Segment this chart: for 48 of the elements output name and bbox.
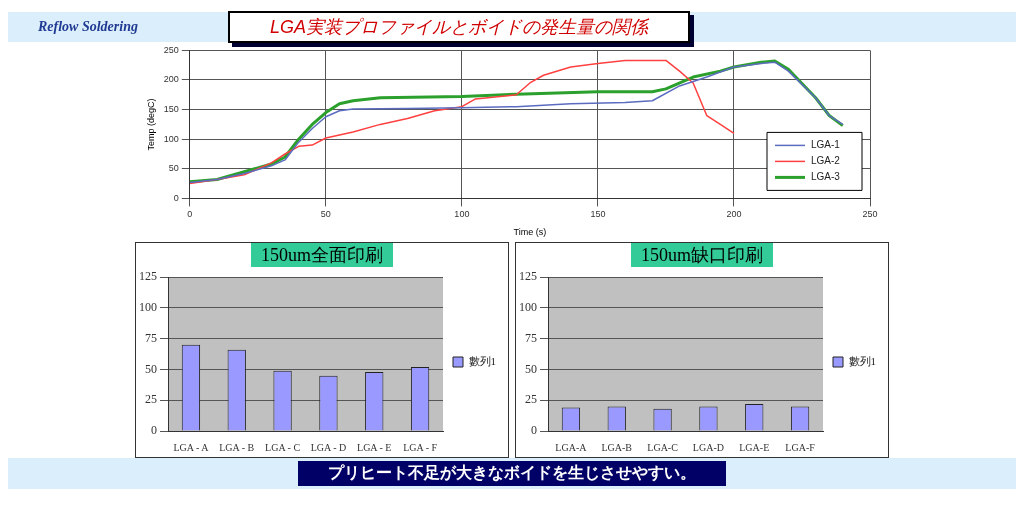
x-tick-label: LGA-D xyxy=(692,441,724,453)
x-tick-label: LGA - D xyxy=(310,441,347,453)
chart-title: LGA実装プロファイルとボイドの発生量の関係 xyxy=(228,11,691,43)
x-tick-label: LGA - C xyxy=(265,441,301,453)
x-tick-label: LGA-B xyxy=(601,441,633,453)
legend-label: 數列1 xyxy=(468,354,496,367)
y-tick-label: 100 xyxy=(139,300,157,315)
text: Reflow Soldering xyxy=(37,19,139,35)
x-tick-label: LGA-F xyxy=(785,441,816,453)
x-tick-label: 50 xyxy=(320,209,331,220)
x-tick-label: 100 xyxy=(454,209,470,220)
x-tick-label: LGA-A xyxy=(555,441,588,453)
y-tick-label: 25 xyxy=(145,392,157,407)
y-tick-label: 150 xyxy=(163,104,179,115)
x-tick-label: LGA - A xyxy=(173,441,210,453)
x-tick-label: 200 xyxy=(726,209,742,220)
y-tick-label: 50 xyxy=(168,163,179,174)
x-tick-label: LGA - F xyxy=(403,441,438,453)
x-tick-label: LGA-C xyxy=(647,441,679,453)
x-tick-label: LGA - E xyxy=(357,441,392,453)
y-tick-label: 100 xyxy=(163,133,179,144)
y-axis-title: Temp (degC) xyxy=(145,98,156,151)
text: プリヒート不足が大きなボイドを生じさせやすい。 xyxy=(298,461,726,486)
x-tick-label: 150 xyxy=(590,209,606,220)
legend-label: 數列1 xyxy=(848,354,876,367)
y-tick-label: 50 xyxy=(145,361,157,376)
y-tick-label: 200 xyxy=(163,74,179,85)
y-tick-label: 25 xyxy=(525,392,537,407)
y-tick-label: 50 xyxy=(525,361,537,376)
x-axis-title: Time (s) xyxy=(513,227,547,238)
y-tick-label: 0 xyxy=(531,423,537,438)
y-tick-label: 0 xyxy=(173,192,179,203)
y-tick-label: 250 xyxy=(163,44,179,55)
y-tick-label: 75 xyxy=(525,330,537,345)
legend-label: LGA-2 xyxy=(811,155,841,167)
legend-label: LGA-1 xyxy=(811,139,841,151)
legend-label: LGA-3 xyxy=(811,171,841,183)
x-tick-label: LGA-E xyxy=(739,441,770,453)
y-tick-label: 125 xyxy=(139,269,157,284)
x-tick-label: 0 xyxy=(187,209,193,220)
y-tick-label: 0 xyxy=(151,423,157,438)
y-tick-label: 100 xyxy=(519,300,537,315)
chart-title: 150um全面印刷 xyxy=(250,243,393,267)
x-tick-label: 250 xyxy=(862,209,878,220)
y-tick-label: 75 xyxy=(145,330,157,345)
x-tick-label: LGA - B xyxy=(219,441,255,453)
chart-title: 150um缺口印刷 xyxy=(630,243,773,267)
y-tick-label: 125 xyxy=(519,269,537,284)
